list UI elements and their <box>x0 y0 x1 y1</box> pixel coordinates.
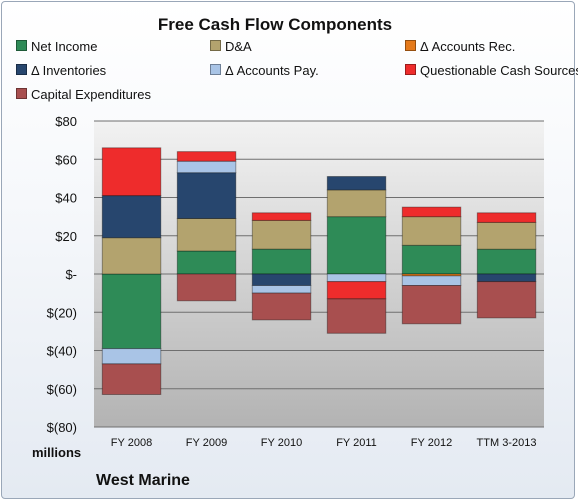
y-tick-label: $(60) <box>47 382 77 397</box>
y-tick-label: $60 <box>55 152 77 167</box>
legend-item-capital-expenditures: Capital Expenditures <box>16 87 151 102</box>
legend-item-questionable-cash-sources: Questionable Cash Sources <box>405 63 578 78</box>
unit-label: millions <box>32 445 82 460</box>
bar-segment-capital-expenditures <box>401 285 462 325</box>
y-tick-label: $(80) <box>47 420 77 435</box>
legend-label: Δ Accounts Pay. <box>225 63 319 78</box>
bar-segment-questionable-cash-sources <box>251 212 312 221</box>
bar-segment-questionable-cash-sources <box>101 147 162 197</box>
bar-segment-questionable-cash-sources <box>476 212 537 223</box>
legend-label: Capital Expenditures <box>31 87 151 102</box>
bar-segment-d-a <box>401 216 462 246</box>
x-tick-label: FY 2009 <box>186 437 227 449</box>
bar-segment-inventories <box>326 176 387 191</box>
legend-item-d-a: D&A <box>210 39 252 54</box>
y-tick-label: $(20) <box>47 305 77 320</box>
bar-segment-d-a <box>251 219 312 250</box>
x-tick-label: FY 2008 <box>111 437 152 449</box>
bar-segment-net-income <box>326 216 387 275</box>
legend-label: D&A <box>225 39 252 54</box>
bar-segment-accounts-pay <box>251 285 312 294</box>
y-tick-label: $- <box>65 267 77 282</box>
bar-segment-net-income <box>101 273 162 350</box>
bar-segment-questionable-cash-sources <box>401 206 462 218</box>
y-tick-label: $20 <box>55 229 77 244</box>
legend-swatch <box>16 40 27 51</box>
bar-segment-net-income <box>401 244 462 275</box>
bar-segment-inventories <box>251 273 312 286</box>
bar-segment-net-income <box>251 248 312 275</box>
company-name: West Marine <box>96 472 190 489</box>
bar-segment-d-a <box>476 221 537 250</box>
legend-swatch <box>405 40 416 51</box>
legend-label: Δ Inventories <box>31 63 107 78</box>
legend-swatch <box>405 64 416 75</box>
chart-legend: Net Income D&A Δ Accounts Rec. Δ Inventorie… <box>16 39 578 109</box>
bar-segment-questionable-cash-sources <box>326 281 387 300</box>
bar-segment-d-a <box>101 237 162 275</box>
bar-segment-inventories <box>101 195 162 239</box>
chart-title: Free Cash Flow Components <box>157 15 393 34</box>
bar-segment-accounts-pay <box>326 273 387 283</box>
bar-segment-d-a <box>326 189 387 218</box>
bar-segment-capital-expenditures <box>326 298 387 334</box>
bar-segment-inventories <box>176 172 237 220</box>
bar-segment-accounts-pay <box>101 348 162 365</box>
bar-segment-questionable-cash-sources <box>176 151 237 162</box>
bar-segment-d-a <box>176 218 237 252</box>
legend-label: Net Income <box>31 39 98 54</box>
y-tick-label: $40 <box>55 191 77 206</box>
legend-item-accounts-pay: Δ Accounts Pay. <box>210 63 319 78</box>
legend-swatch <box>210 40 221 51</box>
legend-swatch <box>210 64 221 75</box>
x-tick-label: FY 2012 <box>411 437 452 449</box>
bar-segment-capital-expenditures <box>251 292 312 321</box>
legend-swatch <box>16 88 27 99</box>
bar-segment-net-income <box>476 248 537 275</box>
bar-segment-net-income <box>176 250 237 275</box>
legend-item-net-income: Net Income <box>16 39 97 54</box>
bar-segment-inventories <box>476 273 537 283</box>
legend-swatch <box>16 64 27 75</box>
x-tick-label: TTM 3-2013 <box>477 437 537 449</box>
legend-label: Δ Accounts Rec. <box>420 39 516 54</box>
legend-item-accounts-rec: Δ Accounts Rec. <box>405 39 515 54</box>
x-tick-label: FY 2010 <box>261 437 302 449</box>
legend-label: Questionable Cash Sources <box>420 63 578 78</box>
bar-segment-capital-expenditures <box>476 281 537 319</box>
x-tick-label: FY 2011 <box>336 437 377 449</box>
y-tick-label: $80 <box>55 114 77 129</box>
bar-segment-accounts-pay <box>176 160 237 174</box>
bar-segment-capital-expenditures <box>176 273 237 302</box>
bar-segment-accounts-pay <box>401 275 462 286</box>
legend-item-inventories: Δ Inventories <box>16 63 106 78</box>
bar-segment-capital-expenditures <box>101 363 162 395</box>
y-tick-label: $(40) <box>47 344 77 359</box>
